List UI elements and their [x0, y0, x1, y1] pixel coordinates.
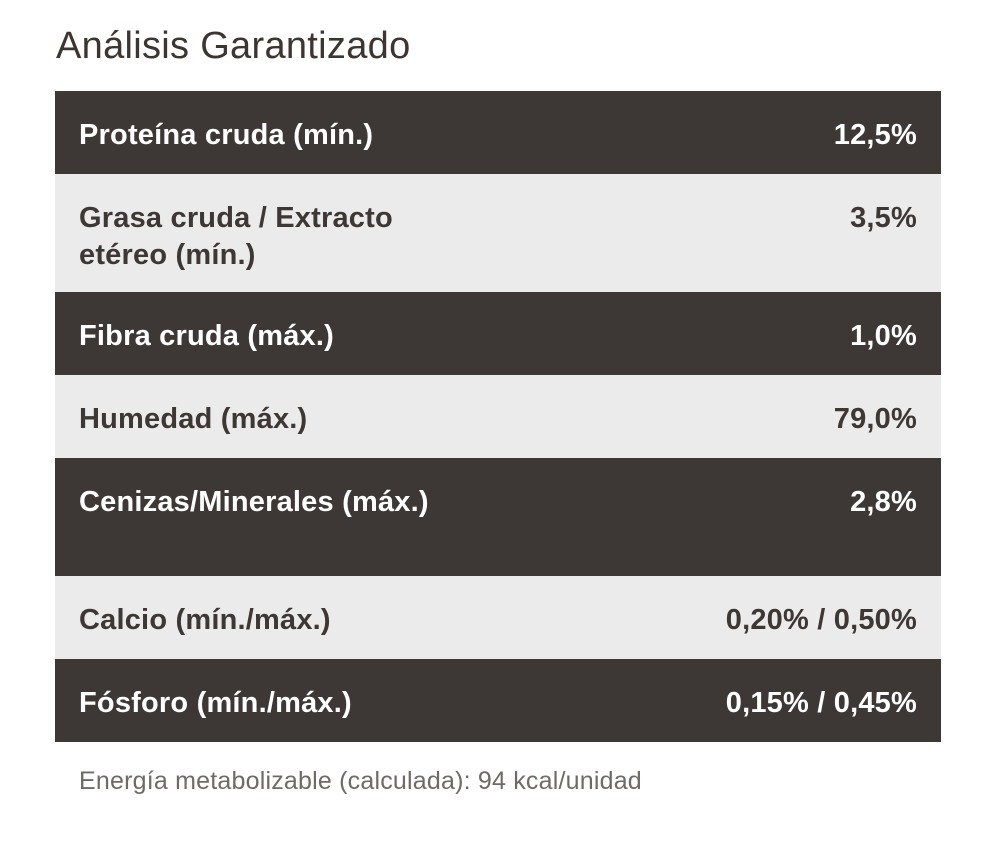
row-value: 0,20% / 0,50% — [725, 604, 917, 636]
row-label: Proteína cruda (mín.) — [79, 119, 374, 151]
page-title: Análisis Garantizado — [56, 25, 411, 67]
row-label: Humedad (máx.) — [79, 403, 308, 435]
row-value: 1,0% — [850, 320, 917, 352]
row-label: Fibra cruda (máx.) — [79, 320, 334, 352]
row-value: 2,8% — [850, 486, 917, 518]
table-row-protein: Proteína cruda (mín.) 12,5% — [55, 91, 941, 174]
table-row-fiber: Fibra cruda (máx.) 1,0% — [55, 292, 941, 375]
row-label: Calcio (mín./máx.) — [79, 604, 331, 636]
table-row-calcium: Calcio (mín./máx.) 0,20% / 0,50% — [55, 576, 941, 659]
energy-footnote: Energía metabolizable (calculada): 94 kc… — [79, 767, 642, 795]
guaranteed-analysis-table: Proteína cruda (mín.) 12,5% Grasa cruda … — [55, 91, 941, 742]
row-label: Fósforo (mín./máx.) — [79, 687, 352, 719]
row-value: 0,15% / 0,45% — [725, 687, 917, 719]
row-value: 79,0% — [833, 403, 917, 435]
row-value: 3,5% — [850, 202, 917, 234]
table-row-fat: Grasa cruda / Extracto etéreo (mín.) 3,5… — [55, 174, 941, 292]
row-value: 12,5% — [833, 119, 917, 151]
table-row-ash: Cenizas/Minerales (máx.) 2,8% — [55, 458, 941, 576]
table-row-moisture: Humedad (máx.) 79,0% — [55, 375, 941, 458]
table-row-phosphorus: Fósforo (mín./máx.) 0,15% / 0,45% — [55, 659, 941, 742]
row-label: Cenizas/Minerales (máx.) — [79, 486, 429, 518]
row-label: Grasa cruda / Extracto etéreo (mín.) — [79, 202, 393, 271]
